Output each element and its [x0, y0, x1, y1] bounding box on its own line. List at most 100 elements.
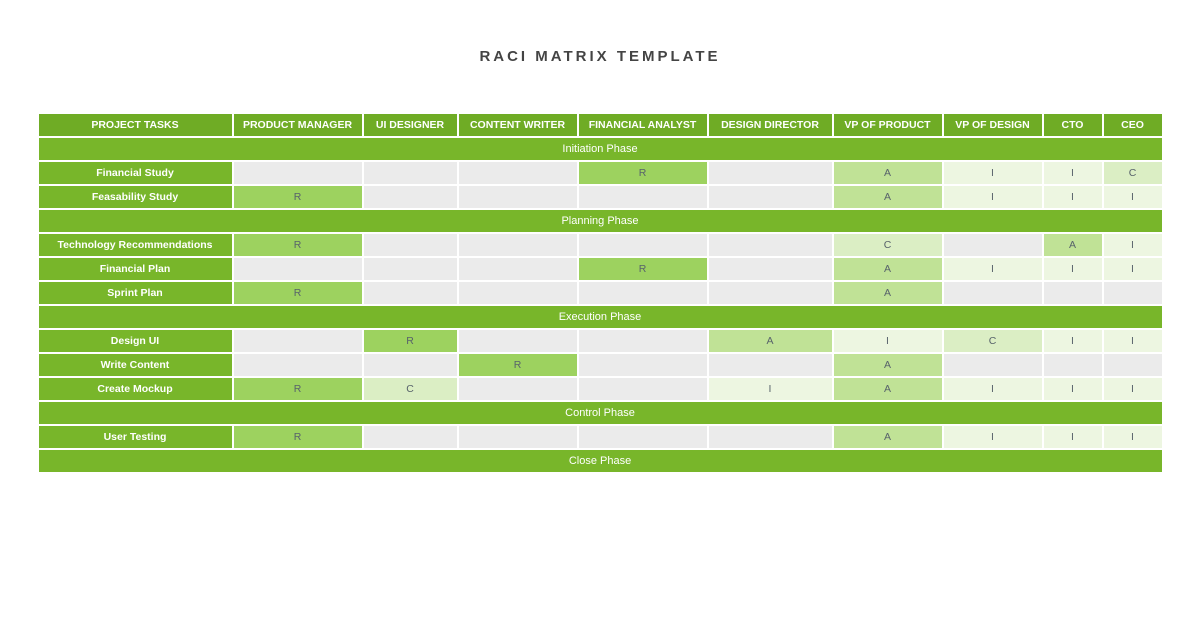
raci-cell: C	[943, 329, 1043, 353]
raci-cell	[458, 233, 578, 257]
task-name-cell: Sprint Plan	[38, 281, 233, 305]
task-row: Financial StudyRAIIC	[38, 161, 1163, 185]
raci-cell	[578, 185, 708, 209]
raci-cell	[708, 281, 833, 305]
raci-cell: I	[943, 161, 1043, 185]
raci-cell: R	[233, 233, 363, 257]
raci-cell: A	[833, 161, 943, 185]
task-row: Technology RecommendationsR C AI	[38, 233, 1163, 257]
column-header: CONTENT WRITER	[458, 113, 578, 137]
raci-cell	[363, 233, 458, 257]
phase-label: Initiation Phase	[38, 137, 1163, 161]
task-name-cell: Create Mockup	[38, 377, 233, 401]
raci-cell	[708, 353, 833, 377]
table-header-row: PROJECT TASKSPRODUCT MANAGERUI DESIGNERC…	[38, 113, 1163, 137]
phase-label: Planning Phase	[38, 209, 1163, 233]
raci-cell: I	[943, 425, 1043, 449]
raci-cell	[233, 257, 363, 281]
column-header: CTO	[1043, 113, 1103, 137]
raci-cell: I	[943, 377, 1043, 401]
task-name-cell: Financial Study	[38, 161, 233, 185]
raci-cell: R	[578, 161, 708, 185]
raci-cell: I	[1103, 329, 1163, 353]
raci-matrix-table: PROJECT TASKSPRODUCT MANAGERUI DESIGNERC…	[38, 113, 1163, 473]
task-row: Feasability StudyRAIII	[38, 185, 1163, 209]
column-header: CEO	[1103, 113, 1163, 137]
raci-cell: I	[1103, 425, 1163, 449]
raci-cell	[458, 161, 578, 185]
raci-cell	[578, 233, 708, 257]
raci-cell	[458, 329, 578, 353]
column-header: DESIGN DIRECTOR	[708, 113, 833, 137]
column-header: FINANCIAL ANALYST	[578, 113, 708, 137]
raci-cell	[233, 329, 363, 353]
raci-cell: R	[233, 185, 363, 209]
raci-cell	[708, 233, 833, 257]
raci-cell: I	[1103, 257, 1163, 281]
raci-cell	[578, 281, 708, 305]
raci-cell	[578, 377, 708, 401]
raci-cell	[458, 281, 578, 305]
raci-cell: A	[1043, 233, 1103, 257]
raci-cell: C	[833, 233, 943, 257]
raci-cell: I	[1103, 185, 1163, 209]
phase-row: Control Phase	[38, 401, 1163, 425]
task-row: Sprint PlanRA	[38, 281, 1163, 305]
task-row: User TestingRAIII	[38, 425, 1163, 449]
raci-cell: I	[1043, 377, 1103, 401]
raci-cell: R	[233, 425, 363, 449]
raci-cell	[578, 425, 708, 449]
raci-cell: I	[1043, 425, 1103, 449]
raci-cell: I	[943, 185, 1043, 209]
raci-cell: I	[1043, 185, 1103, 209]
raci-cell	[578, 353, 708, 377]
raci-cell: R	[233, 281, 363, 305]
raci-cell: A	[833, 377, 943, 401]
raci-cell: R	[363, 329, 458, 353]
raci-cell	[363, 161, 458, 185]
raci-cell: C	[363, 377, 458, 401]
raci-cell	[458, 257, 578, 281]
phase-row: Initiation Phase	[38, 137, 1163, 161]
task-row: Write Content R A	[38, 353, 1163, 377]
raci-cell: A	[708, 329, 833, 353]
task-row: Design UIRAICII	[38, 329, 1163, 353]
raci-cell: A	[833, 257, 943, 281]
raci-cell	[458, 425, 578, 449]
raci-cell	[943, 233, 1043, 257]
raci-cell: I	[833, 329, 943, 353]
raci-cell: C	[1103, 161, 1163, 185]
raci-cell: I	[1043, 329, 1103, 353]
raci-cell: R	[458, 353, 578, 377]
raci-cell: I	[943, 257, 1043, 281]
task-name-cell: Feasability Study	[38, 185, 233, 209]
task-name-cell: Technology Recommendations	[38, 233, 233, 257]
raci-cell: I	[1043, 257, 1103, 281]
raci-cell	[578, 329, 708, 353]
raci-cell: R	[233, 377, 363, 401]
raci-cell	[708, 161, 833, 185]
raci-cell: A	[833, 425, 943, 449]
raci-cell	[363, 425, 458, 449]
column-header: PROJECT TASKS	[38, 113, 233, 137]
raci-cell: A	[833, 185, 943, 209]
raci-cell	[1103, 353, 1163, 377]
raci-cell	[708, 425, 833, 449]
phase-label: Control Phase	[38, 401, 1163, 425]
raci-cell	[708, 185, 833, 209]
raci-cell	[943, 353, 1043, 377]
raci-cell	[943, 281, 1043, 305]
raci-cell: A	[833, 353, 943, 377]
raci-cell	[363, 257, 458, 281]
raci-cell	[458, 377, 578, 401]
raci-cell	[363, 353, 458, 377]
page-title: RACI MATRIX TEMPLATE	[0, 48, 1200, 65]
raci-cell	[233, 161, 363, 185]
raci-cell: I	[1103, 233, 1163, 257]
column-header: UI DESIGNER	[363, 113, 458, 137]
raci-cell: I	[1103, 377, 1163, 401]
task-row: Create MockupRCIAIII	[38, 377, 1163, 401]
raci-cell: I	[1043, 161, 1103, 185]
raci-cell	[458, 185, 578, 209]
task-name-cell: Write Content	[38, 353, 233, 377]
